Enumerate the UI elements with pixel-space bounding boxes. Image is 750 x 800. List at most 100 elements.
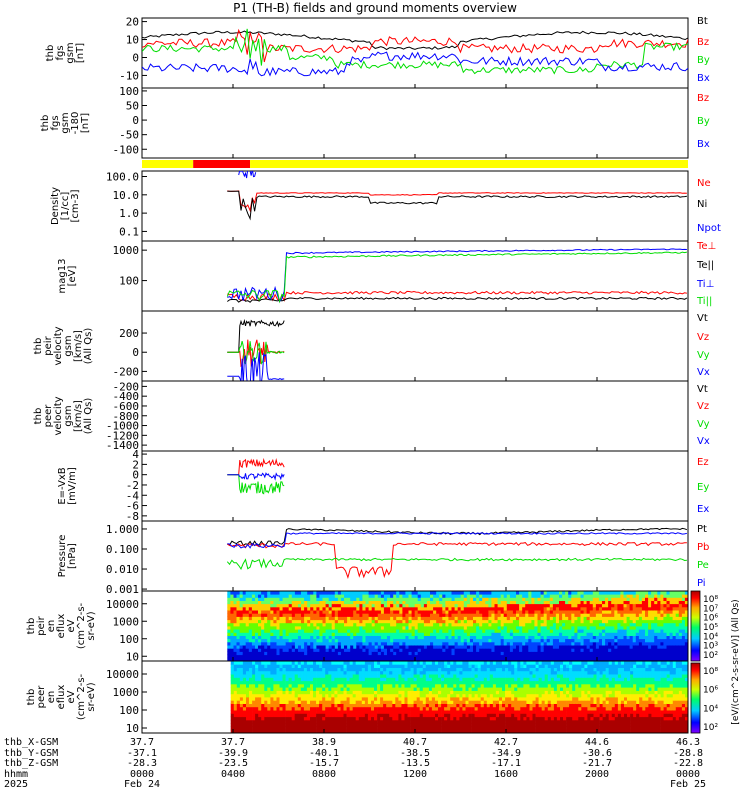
- spectrogram-cell: [361, 726, 366, 731]
- spectrogram-cell: [347, 610, 351, 614]
- spectrogram-cell: [583, 610, 588, 614]
- spectrogram-cell: [463, 594, 468, 598]
- spectrogram-cell: [328, 693, 332, 698]
- spectrogram-cell: [331, 719, 335, 724]
- spectrogram-cell: [294, 693, 299, 698]
- spectrogram-cell: [344, 610, 348, 614]
- spectrogram-cell: [301, 651, 305, 656]
- spectrogram-cell: [408, 613, 412, 617]
- spectrogram-cell: [666, 613, 670, 617]
- spectrogram-cell: [482, 622, 486, 627]
- spectrogram-cell: [416, 683, 421, 688]
- spectrogram-cell: [395, 726, 399, 731]
- spectrogram-cell: [605, 606, 609, 611]
- spectrogram-cell: [386, 687, 390, 691]
- spectrogram-cell: [666, 606, 670, 611]
- spectrogram-cell: [546, 610, 551, 614]
- spectrogram-cell: [239, 635, 244, 640]
- spectrogram-cell: [466, 597, 471, 601]
- spectrogram-cell: [531, 648, 535, 652]
- spectrogram-cell: [574, 603, 578, 608]
- spectrogram-cell: [500, 594, 505, 598]
- spectrogram-cell: [678, 619, 683, 624]
- spectrogram-cell: [657, 641, 661, 646]
- spectrogram-cell: [546, 651, 551, 656]
- spectrogram-cell: [546, 606, 551, 611]
- spectrogram-cell: [473, 591, 477, 595]
- spectrogram-cell: [568, 632, 572, 636]
- spectrogram-cell: [654, 635, 658, 640]
- spectrogram-cell: [328, 616, 333, 621]
- spectrogram-cell: [380, 626, 385, 630]
- spectrogram-cell: [393, 651, 397, 656]
- spectrogram-cell: [285, 594, 290, 598]
- spectrogram-cell: [343, 690, 347, 695]
- spectrogram-cell: [445, 594, 449, 598]
- spectrogram-cell: [350, 635, 354, 640]
- spectrogram-cell: [374, 638, 379, 643]
- spectrogram-cell: [245, 606, 250, 611]
- spectrogram-cell: [273, 603, 277, 608]
- spectrogram-cell: [648, 603, 652, 608]
- spectrogram-cell: [445, 629, 449, 633]
- spectrogram-cell: [678, 657, 683, 662]
- spectrogram-cell: [374, 693, 378, 698]
- spectrogram-cell: [586, 635, 591, 640]
- spectrogram-cell: [298, 648, 302, 652]
- spectrogram-cell: [294, 716, 299, 721]
- spectrogram-cell: [430, 594, 434, 598]
- spectrogram-cell: [663, 638, 667, 643]
- spectrogram-cell: [463, 603, 468, 608]
- spectrogram-cell: [242, 591, 247, 595]
- spectrogram-cell: [423, 626, 428, 630]
- spectrogram-cell: [297, 674, 302, 678]
- spectrogram-cell: [334, 657, 339, 662]
- series-pressure-Pi: [227, 532, 688, 549]
- spectrogram-cell: [350, 641, 354, 646]
- spectrogram-cell: [404, 719, 408, 724]
- spectrogram-cell: [540, 619, 545, 624]
- spectrogram-cell: [620, 610, 624, 614]
- spectrogram-cell: [233, 645, 237, 649]
- spectrogram-cell: [417, 657, 422, 662]
- spectrogram-cell: [386, 680, 390, 685]
- spectrogram-cell: [313, 626, 317, 630]
- spectrogram-cell: [614, 597, 618, 601]
- spectrogram-cell: [340, 600, 345, 605]
- spectrogram-cell: [494, 597, 498, 601]
- spectrogram-cell: [574, 610, 578, 614]
- spectrogram-cell: [331, 638, 336, 643]
- series-group-fgs: [142, 28, 688, 77]
- spectrogram-cell: [230, 651, 234, 656]
- spectrogram-cell: [252, 667, 256, 672]
- spectrogram-cell: [402, 629, 406, 633]
- legend-fgs-Bz: Bz: [697, 37, 709, 48]
- spectrogram-cell: [288, 723, 292, 727]
- spectrogram-cell: [236, 690, 241, 695]
- spectrogram-cell: [390, 651, 394, 656]
- spectrogram-cell: [239, 726, 244, 731]
- spectrogram-cell: [242, 683, 247, 688]
- spectrogram-cell: [371, 654, 376, 659]
- spectrogram-cell: [426, 632, 431, 636]
- spectrogram-cell: [635, 622, 640, 627]
- spectrogram-cell: [267, 622, 271, 627]
- spectrogram-cell: [304, 603, 308, 608]
- spectrogram-cell: [491, 619, 495, 624]
- spectrogram-cell: [319, 616, 323, 621]
- spectrogram-cell: [230, 680, 235, 685]
- spectrogram-cell: [291, 641, 296, 646]
- spectrogram-cell: [242, 680, 247, 685]
- spectrogram-cell: [288, 690, 292, 695]
- spectrogram-cell: [365, 616, 369, 621]
- spectrogram-cell: [301, 597, 305, 601]
- spectrogram-cell: [528, 610, 532, 614]
- spectrogram-cell: [393, 635, 397, 640]
- spectrogram-cell: [334, 629, 339, 633]
- spectrogram-cell: [258, 619, 262, 624]
- spectrogram-cell: [439, 613, 443, 617]
- spectrogram-cell: [629, 651, 634, 656]
- spectrogram-cell: [425, 690, 430, 695]
- spectrogram-cell: [377, 719, 381, 724]
- series-efield-Ex: [227, 472, 285, 481]
